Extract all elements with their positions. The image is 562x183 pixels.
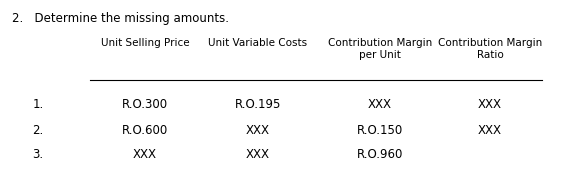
Text: R.O.960: R.O.960 [357, 148, 403, 162]
Text: Unit Selling Price: Unit Selling Price [101, 38, 189, 48]
Text: XXX: XXX [478, 124, 502, 137]
Text: 2.   Determine the missing amounts.: 2. Determine the missing amounts. [12, 12, 229, 25]
Text: Contribution Margin
Ratio: Contribution Margin Ratio [438, 38, 542, 60]
Text: 2.: 2. [33, 124, 44, 137]
Text: XXX: XXX [246, 124, 270, 137]
Text: R.O.300: R.O.300 [122, 98, 168, 111]
Text: Unit Variable Costs: Unit Variable Costs [209, 38, 307, 48]
Text: XXX: XXX [478, 98, 502, 111]
Text: XXX: XXX [368, 98, 392, 111]
Text: R.O.150: R.O.150 [357, 124, 403, 137]
Text: R.O.195: R.O.195 [235, 98, 281, 111]
Text: R.O.600: R.O.600 [122, 124, 168, 137]
Text: 1.: 1. [33, 98, 44, 111]
Text: XXX: XXX [133, 148, 157, 162]
Text: XXX: XXX [246, 148, 270, 162]
Text: Contribution Margin
per Unit: Contribution Margin per Unit [328, 38, 432, 60]
Text: 3.: 3. [33, 148, 44, 162]
